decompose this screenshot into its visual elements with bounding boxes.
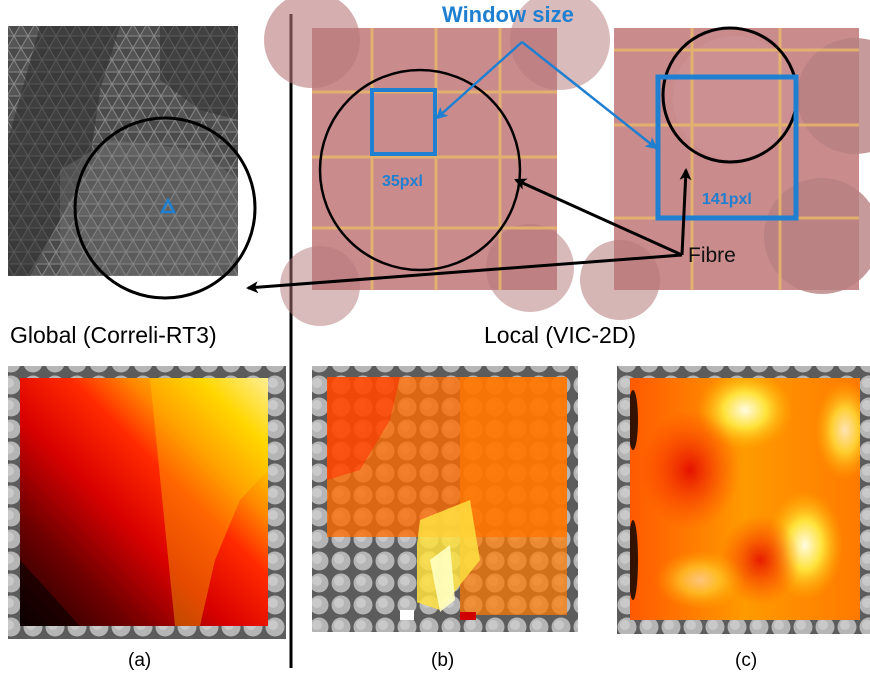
fibre-arrow-mesh [246,253,683,294]
fibre-arrow-large [679,168,692,256]
panel-b-image [312,366,578,632]
mesh-image [8,26,238,276]
window-arrow-small [435,41,523,120]
small-window-box [370,88,437,156]
local-section-title: Local (VIC-2D) [484,322,637,348]
panel-a-image [8,366,286,639]
zoom-circle-mesh [73,116,257,300]
micrograph-large-window [580,28,870,320]
window-arrow-large [521,41,658,150]
element-triangle-icon [159,197,177,214]
panel-c-label: (c) [735,650,758,671]
panel-c-image [617,366,870,634]
fibre-arrow-small [514,178,683,257]
panel-b-label: (b) [431,650,455,671]
window-size-label: Window size [442,2,574,27]
fibre-label: Fibre [688,244,736,267]
panel-a-label: (a) [128,650,152,671]
micrograph-small-window [264,0,610,326]
large-window-label: 141pxl [702,191,752,208]
small-window-label: 35pxl [382,173,423,190]
large-window-box [655,74,799,221]
global-section-title: Global (Correli-RT3) [10,322,217,348]
fibre-circle-small [318,68,522,272]
